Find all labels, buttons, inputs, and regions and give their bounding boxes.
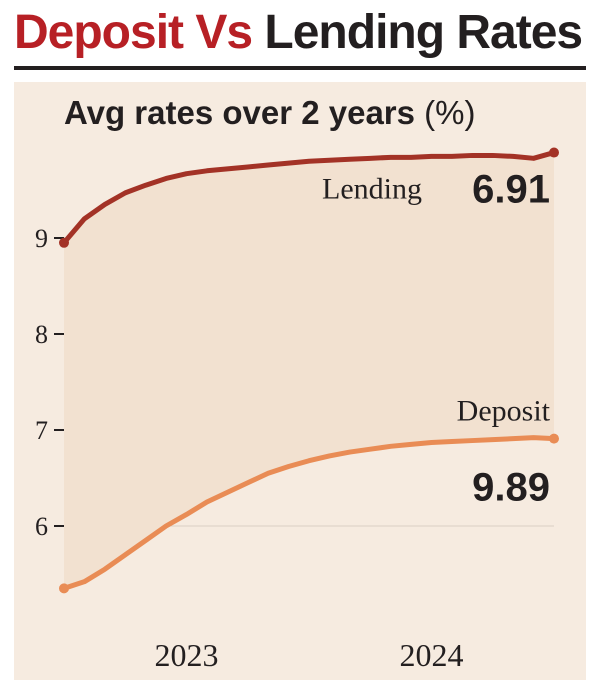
y-axis-ticks: 6 7 8 9 bbox=[35, 224, 48, 541]
y-tick-label: 6 bbox=[35, 512, 48, 541]
chart-area bbox=[64, 153, 554, 589]
title-part-lending: Lending Rates bbox=[264, 6, 582, 59]
x-tick-label: 2023 bbox=[155, 637, 219, 673]
deposit-label: Deposit bbox=[457, 395, 551, 428]
lending-marker bbox=[549, 148, 559, 158]
chart-title: Deposit Vs Lending Rates bbox=[0, 0, 600, 60]
x-axis-ticks: 2023 2024 bbox=[155, 637, 464, 673]
chart-svg: 6 7 8 9 2023 2024 Lending 6.91 Deposit 9.89 bbox=[14, 82, 586, 680]
deposit-value: 9.89 bbox=[472, 466, 550, 510]
title-rule bbox=[14, 66, 586, 70]
lending-marker bbox=[59, 238, 69, 248]
y-tick-label: 9 bbox=[35, 224, 48, 253]
band-fill bbox=[64, 153, 554, 589]
title-part-deposit: Deposit Vs bbox=[14, 6, 252, 59]
y-tick-label: 7 bbox=[35, 416, 48, 445]
chart-panel: Avg rates over 2 years (%) 6789 20232024… bbox=[14, 82, 586, 680]
y-tick-label: 8 bbox=[35, 320, 48, 349]
deposit-marker bbox=[59, 584, 69, 594]
x-tick-label: 2024 bbox=[400, 637, 464, 673]
lending-value: 6.91 bbox=[472, 168, 550, 212]
deposit-marker bbox=[549, 434, 559, 444]
lending-label: Lending bbox=[322, 173, 422, 206]
